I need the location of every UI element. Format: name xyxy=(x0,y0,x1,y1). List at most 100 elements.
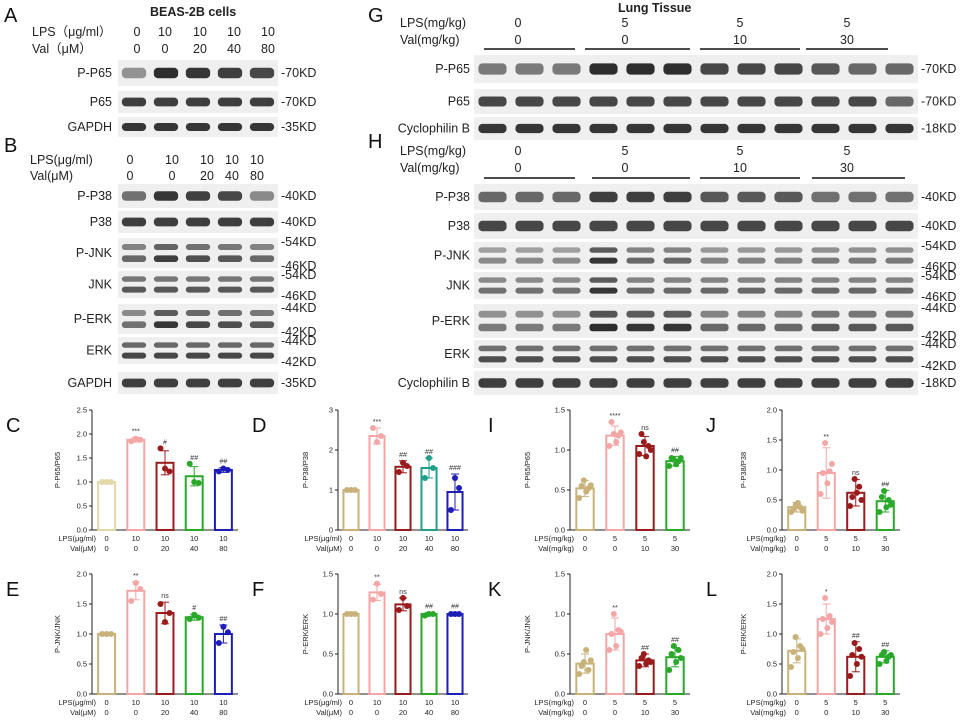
x-row2-value: 0 xyxy=(795,708,799,717)
blot-row: P-ERK -44KD -42KD xyxy=(432,301,957,343)
blot-band xyxy=(249,255,275,262)
blot-band xyxy=(811,220,840,232)
blot-label: GAPDH xyxy=(68,376,112,390)
blot-band xyxy=(589,345,618,352)
data-point xyxy=(887,652,894,658)
blot-band xyxy=(552,63,581,75)
blot-band xyxy=(774,220,803,232)
blot-band xyxy=(811,356,840,363)
y-tick-label: 0.5 xyxy=(767,496,777,505)
data-point xyxy=(220,623,227,630)
data-point xyxy=(666,667,673,673)
data-point xyxy=(404,463,411,469)
x-row2-value: 30 xyxy=(671,708,679,717)
blot-band xyxy=(737,220,766,232)
lps-value: 5 xyxy=(737,16,744,30)
kd-marker: -18KD xyxy=(921,376,956,390)
x-row2-value: 80 xyxy=(219,544,227,553)
blot-band xyxy=(848,257,877,264)
blot-band xyxy=(515,323,544,332)
blot-band xyxy=(121,342,147,348)
data-point xyxy=(578,483,585,489)
blot-band xyxy=(217,217,243,227)
blot-band xyxy=(185,342,211,348)
lps-value: 10 xyxy=(193,25,207,39)
y-axis-label: P-P65/P65 xyxy=(53,452,62,488)
blot-band xyxy=(589,310,618,318)
data-point xyxy=(851,640,858,646)
blot-band xyxy=(249,67,275,79)
blot-band xyxy=(249,342,275,348)
blot-row: P-JNK -54KD -46KD xyxy=(434,239,957,274)
x-row1-value: 10 xyxy=(399,534,407,543)
blot-band xyxy=(737,345,766,352)
significance-label: *** xyxy=(132,428,140,435)
x-row2-label: Val(μM) xyxy=(70,708,96,717)
data-point xyxy=(224,467,231,473)
blot-band xyxy=(626,123,655,134)
blot-band xyxy=(153,67,179,79)
data-point xyxy=(636,451,643,457)
blot-band xyxy=(249,352,275,359)
blot-band xyxy=(249,276,275,282)
y-tick-label: 0.0 xyxy=(323,690,333,699)
kd-marker: -40KD xyxy=(921,219,956,233)
blot-band xyxy=(515,220,544,232)
blot-band xyxy=(121,191,147,201)
kd-marker: -44KD xyxy=(921,337,956,351)
y-axis-label: P-ERK/ERK xyxy=(739,614,748,654)
data-point xyxy=(374,580,380,587)
blot-band xyxy=(700,356,729,363)
x-row2-label: Val(mg/kg) xyxy=(750,544,786,553)
x-row1-value: 0 xyxy=(105,698,109,707)
y-tick-label: 1.5 xyxy=(767,600,777,609)
kd-marker: -42KD xyxy=(281,355,316,369)
blot-band xyxy=(185,378,211,388)
val-value: 0 xyxy=(127,169,134,183)
lps-value: 10 xyxy=(158,25,172,39)
blot-band xyxy=(589,123,618,134)
blot-band xyxy=(737,123,766,134)
blot-band xyxy=(848,287,877,294)
data-point xyxy=(195,614,202,621)
panel-label-b: B xyxy=(4,135,17,157)
significance-label: ## xyxy=(451,603,459,610)
blot-band xyxy=(663,310,692,318)
blot-band xyxy=(185,244,211,250)
panel-label-d: D xyxy=(252,415,266,437)
data-point xyxy=(166,468,173,475)
bar xyxy=(394,465,412,531)
x-row2-value: 10 xyxy=(852,708,860,717)
lps-value: 10 xyxy=(261,25,275,39)
blot-band xyxy=(217,352,243,359)
x-row2-value: 0 xyxy=(375,544,379,553)
y-axis-label: P-JNK/JNK xyxy=(523,615,532,653)
data-point xyxy=(851,476,858,482)
blot-band xyxy=(515,310,544,318)
blot-band xyxy=(811,96,840,107)
blot-band xyxy=(185,123,211,131)
panel-label-f: F xyxy=(252,579,264,601)
lps-value: 10 xyxy=(227,25,241,39)
significance-label: ### xyxy=(449,465,461,472)
significance-label: ## xyxy=(425,449,433,456)
data-point xyxy=(677,455,684,461)
y-axis-label: P-JNK/JNK xyxy=(53,615,62,653)
blot-band xyxy=(185,321,211,328)
blot-band xyxy=(885,287,914,294)
data-point xyxy=(580,659,587,665)
data-point xyxy=(220,465,227,472)
significance-label: ## xyxy=(671,637,679,644)
blot-band xyxy=(217,286,243,293)
lps-value: 0 xyxy=(515,16,522,30)
blot-band xyxy=(121,276,147,282)
blot-band xyxy=(478,123,507,134)
data-point xyxy=(191,611,198,618)
y-tick-label: 1.0 xyxy=(77,630,87,639)
significance-label: ## xyxy=(852,633,860,640)
blot-band xyxy=(478,378,507,388)
x-row2-value: 10 xyxy=(641,544,649,553)
data-point xyxy=(108,479,115,485)
blot-band xyxy=(626,378,655,388)
blot-band xyxy=(153,255,179,262)
